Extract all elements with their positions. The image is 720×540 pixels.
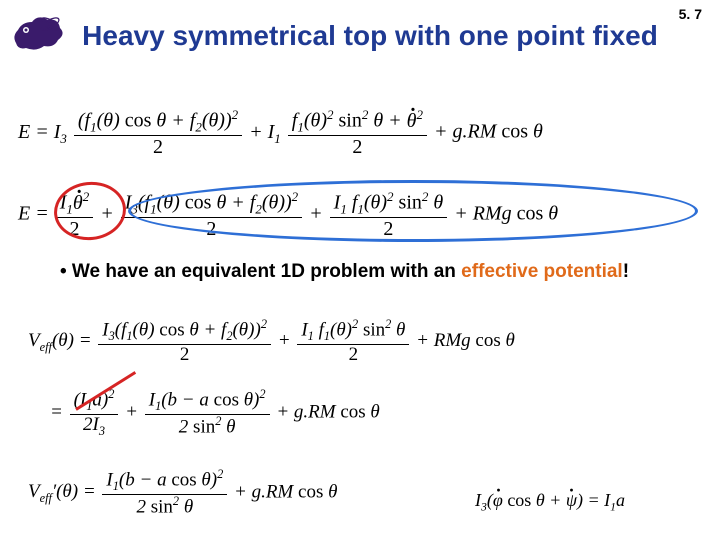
equation-veff-1: Veff(θ) = I3(f1(θ) cos θ + f2(θ))22 + I1… <box>28 318 515 366</box>
bullet-highlight: effective potential <box>461 261 623 282</box>
bullet-suffix: ! <box>623 261 629 282</box>
slide-title: Heavy symmetrical top with one point fix… <box>80 20 660 52</box>
bullet-effective-potential: • We have an equivalent 1D problem with … <box>60 260 690 284</box>
page-number: 5. 7 <box>679 6 702 22</box>
equation-aux-constraint: I3(φ cos θ + ψ) = I1a <box>475 490 625 514</box>
bullet-prefix: • We have an equivalent 1D problem with … <box>60 261 461 282</box>
frog-atom-logo <box>8 8 68 58</box>
eq-text: E = I3 <box>18 121 67 143</box>
blue-ellipse-annotation <box>128 180 698 242</box>
equation-veff-prime: Veff′(θ) = I1(b − a cos θ)22 sin2 θ + g.… <box>28 468 337 518</box>
equation-energy-1: E = I3 (f1(θ) cos θ + f2(θ))22 + I1 f1(θ… <box>18 108 543 158</box>
